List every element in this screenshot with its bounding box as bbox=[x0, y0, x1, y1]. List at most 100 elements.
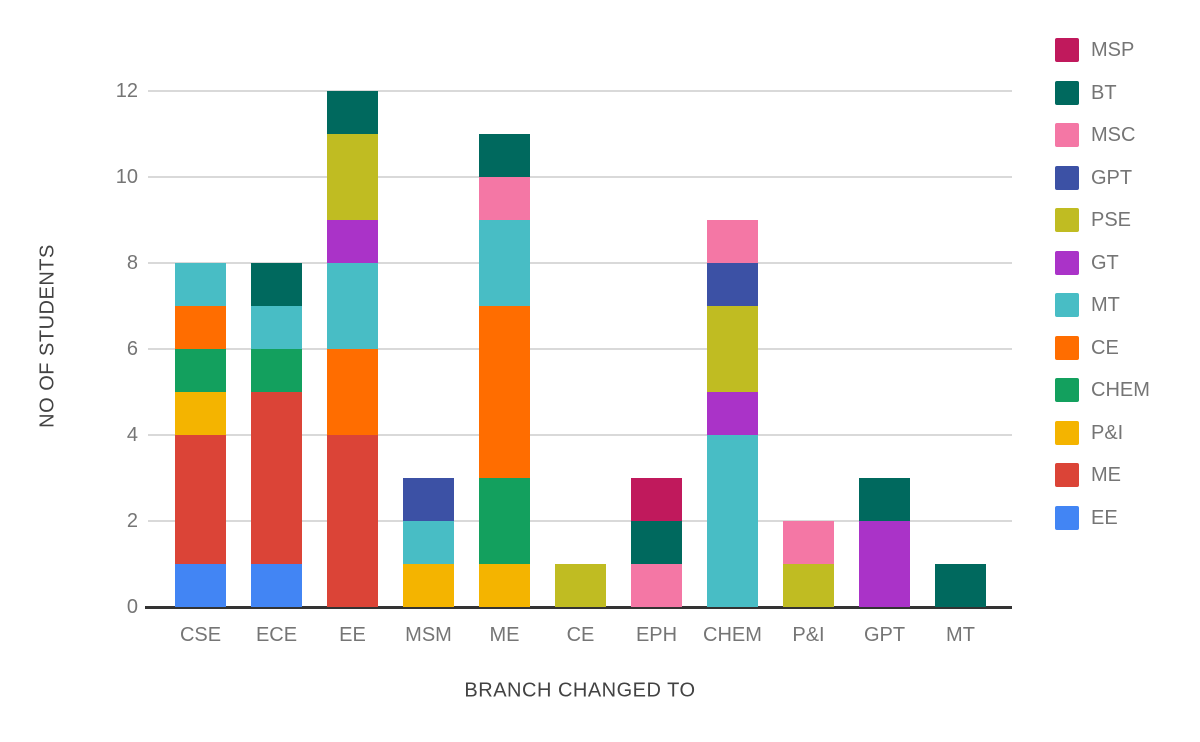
bar-me bbox=[479, 134, 530, 607]
bar-gpt bbox=[859, 478, 910, 607]
x-category-label-ece: ECE bbox=[255, 624, 298, 646]
legend-label-pse: PSE bbox=[1091, 209, 1132, 231]
legend-item-gt: GT bbox=[1055, 250, 1119, 275]
x-category-label-gpt: GPT bbox=[863, 624, 906, 646]
bar-ee bbox=[327, 91, 378, 607]
legend-label-gt: GT bbox=[1091, 251, 1119, 274]
legend-swatch-ce bbox=[1055, 335, 1079, 360]
legend-item-pi: P&I bbox=[1055, 420, 1124, 445]
legend-label-pi: P&I bbox=[1091, 421, 1124, 444]
bar-segment-pse bbox=[707, 306, 758, 392]
bar-cse bbox=[175, 263, 226, 607]
x-category-label-pi: P&I bbox=[792, 624, 825, 646]
legend-swatch-msp bbox=[1055, 38, 1079, 62]
y-tick-label-4: 4 bbox=[126, 424, 138, 446]
bar-segment-ee bbox=[175, 564, 226, 607]
bar-segment-gt bbox=[859, 521, 910, 607]
bar-segment-msc bbox=[631, 564, 682, 607]
legend-label-bt: BT bbox=[1091, 81, 1117, 104]
bar-segment-bt bbox=[327, 91, 378, 134]
legend-item-bt: BT bbox=[1055, 80, 1117, 105]
legend-label-chem: CHEM bbox=[1091, 379, 1150, 401]
y-tick-label-8: 8 bbox=[126, 252, 138, 274]
legend-item-me: ME bbox=[1055, 463, 1121, 487]
x-category-label-chem: CHEM bbox=[703, 624, 762, 646]
y-axis-title: NO OF STUDENTS bbox=[36, 244, 59, 428]
bar-segment-bt bbox=[251, 263, 302, 306]
legend-label-ee: EE bbox=[1091, 506, 1118, 529]
bar-mt bbox=[935, 564, 986, 607]
y-tick-label-6: 6 bbox=[126, 338, 138, 360]
bar-segment-pse bbox=[327, 134, 378, 220]
legend-swatch-mt bbox=[1055, 293, 1079, 317]
gridline-4 bbox=[148, 434, 1012, 436]
x-category-label-eph: EPH bbox=[635, 624, 678, 646]
bar-msm bbox=[403, 478, 454, 607]
bar-segment-mt bbox=[403, 521, 454, 564]
gridline-8 bbox=[148, 262, 1012, 264]
legend-label-msp: MSP bbox=[1091, 39, 1135, 61]
y-tick-label-0: 0 bbox=[126, 596, 138, 618]
gridline-10 bbox=[148, 176, 1012, 178]
legend-item-gpt: GPT bbox=[1055, 165, 1133, 190]
bar-segment-bt bbox=[935, 564, 986, 607]
bar-chem bbox=[707, 220, 758, 607]
gridline-2 bbox=[148, 520, 1012, 522]
bar-segment-pi bbox=[175, 392, 226, 435]
bar-segment-chem bbox=[175, 349, 226, 392]
x-axis-title: BRANCH CHANGED TO bbox=[464, 679, 696, 702]
legend-item-mt: MT bbox=[1055, 293, 1120, 317]
bar-segment-pse bbox=[783, 564, 834, 607]
x-category-label-ee: EE bbox=[339, 624, 366, 646]
legend-item-msc: MSC bbox=[1055, 123, 1135, 147]
legend-swatch-gt bbox=[1055, 250, 1079, 275]
bar-segment-bt bbox=[479, 134, 530, 177]
bar-segment-chem bbox=[251, 349, 302, 392]
x-category-label-cse: CSE bbox=[179, 624, 222, 646]
x-category-label-msm: MSM bbox=[405, 624, 452, 646]
legend-swatch-bt bbox=[1055, 80, 1079, 105]
legend-item-ce: CE bbox=[1055, 335, 1119, 360]
bar-segment-msc bbox=[783, 521, 834, 564]
bar-eph bbox=[631, 478, 682, 607]
bar-segment-pse bbox=[555, 564, 606, 607]
bar-ce bbox=[555, 564, 606, 607]
legend-label-gpt: GPT bbox=[1091, 166, 1133, 189]
x-axis-baseline bbox=[145, 606, 1012, 609]
bar-segment-bt bbox=[859, 478, 910, 521]
bar-segment-mt bbox=[707, 435, 758, 607]
legend-label-msc: MSC bbox=[1091, 124, 1136, 146]
bar-segment-ce bbox=[327, 349, 378, 435]
legend-label-ce: CE bbox=[1091, 336, 1119, 359]
bar-segment-msc bbox=[479, 177, 530, 220]
bar-segment-msp bbox=[631, 478, 682, 521]
bar-segment-bt bbox=[631, 521, 682, 564]
bar-segment-msc bbox=[707, 220, 758, 263]
bar-segment-gpt bbox=[403, 478, 454, 521]
legend-swatch-chem bbox=[1055, 378, 1079, 402]
bar-segment-me bbox=[251, 392, 302, 564]
legend-swatch-gpt bbox=[1055, 165, 1079, 190]
bar-segment-pi bbox=[403, 564, 454, 607]
legend-item-chem: CHEM bbox=[1055, 378, 1150, 402]
legend-swatch-msc bbox=[1055, 123, 1079, 147]
x-category-label-mt: MT bbox=[946, 624, 975, 646]
bar-segment-ce bbox=[175, 306, 226, 349]
y-tick-label-10: 10 bbox=[115, 166, 138, 188]
legend-item-msp: MSP bbox=[1055, 38, 1134, 62]
legend-item-pse: PSE bbox=[1055, 208, 1131, 232]
bar-segment-ce bbox=[479, 306, 530, 478]
bar-segment-gt bbox=[327, 220, 378, 263]
bar-segment-chem bbox=[479, 478, 530, 564]
legend-swatch-me bbox=[1055, 463, 1079, 487]
bar-segment-ee bbox=[251, 564, 302, 607]
bar-segment-mt bbox=[251, 306, 302, 349]
bar-ece bbox=[251, 263, 302, 607]
bar-segment-mt bbox=[327, 263, 378, 349]
legend-swatch-pse bbox=[1055, 208, 1079, 232]
bar-segment-mt bbox=[175, 263, 226, 306]
x-category-label-ce: CE bbox=[566, 624, 595, 646]
bar-segment-gpt bbox=[707, 263, 758, 306]
legend-swatch-ee bbox=[1055, 505, 1079, 530]
